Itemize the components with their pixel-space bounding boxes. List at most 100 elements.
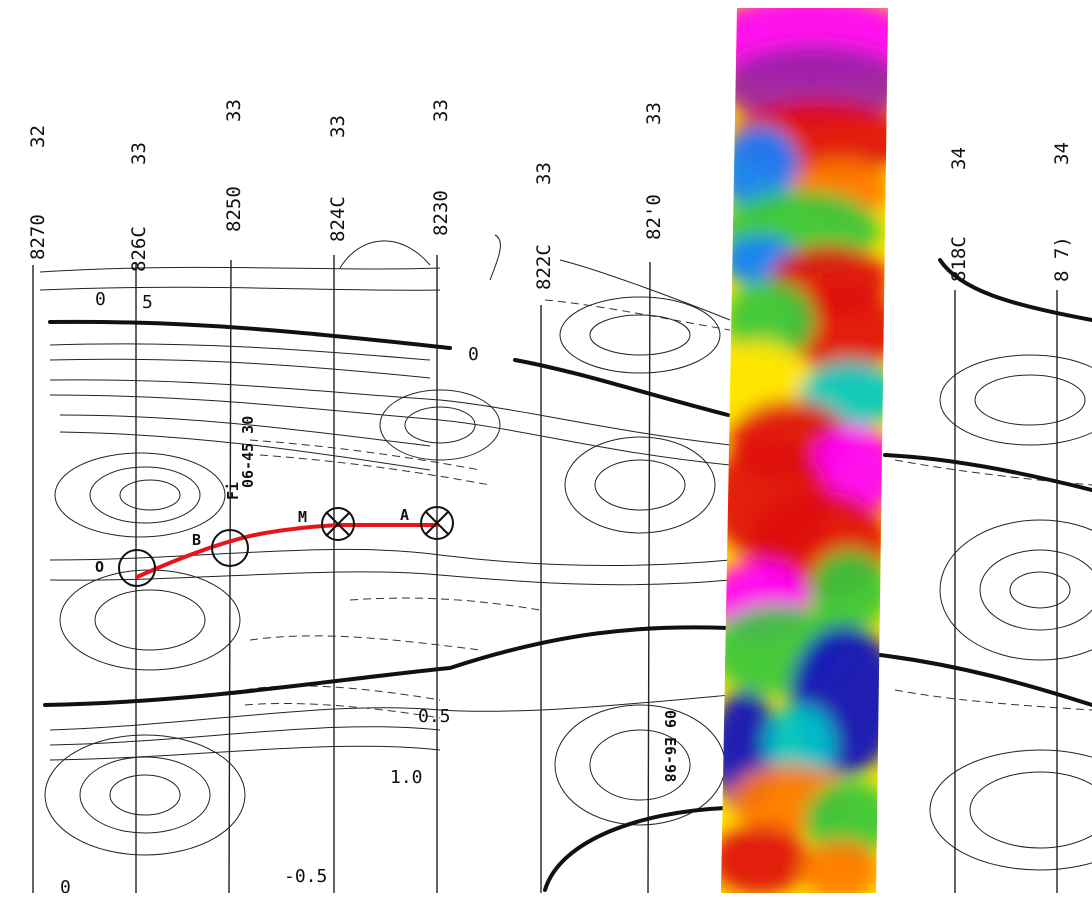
contour [109,774,181,816]
line-number: 8 7) [1051,236,1073,282]
line-suffix: 34 [1051,142,1073,165]
contour [939,354,1092,446]
contour [969,771,1092,849]
contour [49,694,731,731]
station-circle [321,507,355,541]
contour-lines [39,234,1092,871]
line-number: 8270 [27,214,49,260]
contour [59,414,431,447]
contour-label: 5 [142,292,153,313]
contour [929,749,1092,871]
contour [979,549,1092,631]
contour [559,296,721,374]
overlay-blob [800,840,880,893]
contour [404,406,476,444]
contour-label: 1.0 [390,767,423,788]
station-label-o: O [95,558,104,576]
line-number: 824C [327,196,349,242]
contour-label: 0 [468,344,479,365]
line-number: 822C [533,244,555,290]
contour [594,459,686,511]
contour [559,259,731,321]
contour [79,756,211,834]
overlay-blob [721,340,805,420]
survey-line-labels: 8270 32 826C 33 8250 33 824C 33 8230 33 … [27,99,1073,290]
dashed-contours [244,299,1092,719]
line-number: 8230 [430,190,452,236]
contour [249,439,481,471]
contour [349,597,541,611]
overlay-blob [765,705,835,785]
contour [259,454,491,486]
station-markers [118,506,454,587]
contour [49,394,731,466]
contour [119,479,181,511]
station-circle [420,506,454,540]
contour [564,436,716,534]
contour [44,734,246,856]
zero-contour [48,319,452,350]
contour [544,299,731,331]
contour [974,374,1086,426]
contour [49,571,731,586]
zero-contours [43,258,1092,892]
contour [59,431,431,471]
contour [589,729,691,801]
zero-contour [878,653,1092,707]
zero-contour [883,453,1092,492]
zero-contour [43,625,730,707]
line-number: 82'0 [643,194,665,240]
contour [49,548,731,566]
line-suffix: 33 [128,142,150,165]
contour [244,685,441,701]
zero-contour [513,358,730,417]
annotation: 09 E6-98 [661,710,679,782]
contour [49,726,441,746]
line-suffix: 33 [430,99,452,122]
contour-label: -0.5 [284,866,327,887]
annotation: 06-45 30 [239,416,257,488]
contour [49,358,431,379]
survey-lines [32,255,1058,894]
contour [249,635,481,651]
station-label-b: B [192,531,201,549]
line-suffix: 32 [27,125,49,148]
station-cross [424,510,450,536]
color-overlay-strip [721,8,888,893]
line-number: 8250 [223,186,245,232]
line-suffix: 33 [643,102,665,125]
overlay-blob [725,280,815,360]
contour [49,745,441,761]
line-suffix: 33 [533,162,555,185]
contour [94,589,206,651]
overlay-blob [805,780,888,860]
contour [939,519,1092,661]
contour [339,240,431,269]
contour [379,389,501,461]
contour [1009,571,1071,609]
contour [894,689,1092,711]
station-label-a: A [400,506,409,524]
contour [39,266,441,273]
contour [39,286,441,291]
zero-contour [938,258,1092,322]
survey-line [647,261,651,894]
contour-label: 0 [60,877,71,893]
contour [554,704,726,826]
contour [49,379,731,446]
survey-line [228,259,232,894]
contour-label: 0.5 [418,706,451,727]
annotation: Fi [224,482,242,500]
station-cross [325,511,351,537]
contour-label: 0 [95,289,106,310]
station-circle [211,529,249,567]
overlay-blob [810,550,888,630]
zero-contour [543,806,727,892]
contour [89,466,201,524]
overlay-blob [790,285,888,375]
overlay-blob [721,825,810,893]
contour [589,314,691,356]
contour [54,452,226,538]
station-circle [118,549,156,587]
